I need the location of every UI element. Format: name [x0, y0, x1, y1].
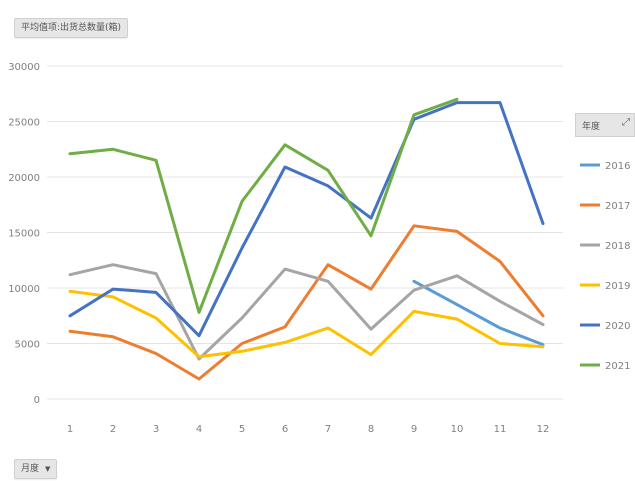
x-tick-label: 5: [239, 424, 245, 435]
x-tick-label: 1: [67, 424, 73, 435]
y-tick-label: 30000: [8, 62, 40, 73]
series-lines: [68, 97, 545, 381]
x-tick-label: 6: [282, 424, 288, 435]
legend-label: 2018: [605, 241, 630, 252]
x-tick-label: 3: [153, 424, 159, 435]
legend-field-label: 年度: [582, 122, 601, 132]
series-line-2018: [68, 263, 545, 361]
legend-label: 2019: [605, 281, 630, 292]
legend: 2016 2017 2018 2019 2020 2021: [580, 161, 630, 372]
x-axis-ticks: 1 2 3 4 5 6 7 8 9 10 11 12: [67, 424, 550, 435]
legend-field-button[interactable]: 年度 ⤢: [575, 113, 635, 137]
series-line-2019: [68, 289, 545, 359]
y-tick-label: 10000: [8, 284, 40, 295]
series-line-2017: [68, 224, 545, 381]
y-tick-label: 5000: [15, 340, 40, 351]
legend-label: 2021: [605, 361, 630, 372]
x-tick-label: 12: [537, 424, 550, 435]
x-tick-label: 4: [196, 424, 202, 435]
dropdown-arrow-icon: ▼: [45, 465, 51, 473]
filter-icon[interactable]: ⤢: [622, 117, 630, 128]
legend-label: 2016: [605, 161, 630, 172]
series-line-2016: [412, 279, 545, 347]
x-tick-label: 7: [325, 424, 331, 435]
axis-field-label: 月度: [21, 464, 40, 474]
gridlines: [47, 65, 563, 400]
x-tick-label: 9: [411, 424, 417, 435]
y-tick-label: 20000: [8, 173, 40, 184]
x-tick-label: 10: [451, 424, 464, 435]
series-line-2020: [68, 101, 545, 338]
series-line-2021: [68, 97, 459, 314]
y-tick-label: 0: [34, 395, 40, 406]
legend-label: 2020: [605, 321, 630, 332]
legend-label: 2017: [605, 201, 630, 212]
x-tick-label: 8: [368, 424, 374, 435]
value-field-button[interactable]: 平均值项:出货总数量(箱): [14, 18, 129, 38]
y-tick-label: 25000: [8, 118, 40, 129]
y-tick-label: 15000: [8, 229, 40, 240]
y-axis-ticks: 0 5000 10000 15000 20000 25000 30000: [8, 62, 40, 406]
x-tick-label: 2: [110, 424, 116, 435]
axis-field-button[interactable]: 月度 ▼: [14, 459, 58, 479]
x-tick-label: 11: [494, 424, 507, 435]
